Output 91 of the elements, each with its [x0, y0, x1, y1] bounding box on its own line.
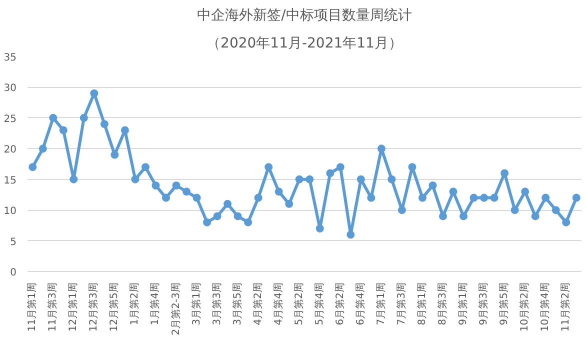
point	[234, 212, 242, 220]
line-series	[28, 89, 580, 239]
x-tick-label: 9月第5周	[498, 282, 510, 326]
x-tick-label: 6月第4周	[354, 282, 366, 326]
x-tick-label: 3月第5周	[231, 282, 244, 326]
x-tick-label: 8月第3周	[436, 282, 448, 326]
x-tick-label: 7月第3周	[395, 282, 408, 326]
y-tick-label: 30	[4, 83, 17, 94]
chart-subtitle: （2020年11月-2021年11月）	[206, 36, 402, 52]
point	[306, 175, 314, 184]
x-tick-label: 1月第2周	[128, 282, 141, 326]
point	[388, 175, 396, 184]
x-tick-label: 5月第4周	[313, 282, 326, 326]
point	[562, 218, 570, 226]
x-tick-label: 5月第2周	[292, 282, 305, 326]
y-tick-label: 10	[4, 206, 17, 218]
point	[110, 150, 119, 159]
x-tick-label: 9月第1周	[457, 282, 470, 326]
x-tick-label: 10月第4周	[539, 282, 552, 332]
point	[70, 175, 78, 184]
x-tick-label: 10月第2周	[518, 282, 531, 332]
point	[192, 194, 201, 202]
point	[398, 206, 406, 214]
x-tick-label: 1月第4周	[149, 282, 162, 326]
x-tick-label: 12月第5周	[108, 282, 120, 332]
point	[408, 163, 416, 172]
x-tick-label: 2月第2-3周	[170, 282, 182, 336]
point	[295, 175, 304, 184]
point	[460, 212, 468, 220]
point	[356, 175, 365, 184]
point	[59, 126, 68, 134]
x-tick-label: 4月第2周	[252, 282, 264, 326]
point	[542, 194, 550, 202]
x-tick-label: 6月第2周	[334, 282, 346, 326]
chart-title: 中企海外新签/中标项目数量周统计	[197, 8, 412, 24]
point	[336, 163, 344, 172]
y-tick-label: 15	[4, 175, 17, 186]
x-tick-label: 12月第3周	[88, 282, 100, 332]
point	[418, 194, 426, 202]
x-tick-label: 11月第3周	[46, 282, 59, 332]
point	[131, 175, 140, 184]
point	[38, 144, 47, 153]
point	[80, 114, 88, 122]
point	[203, 218, 212, 226]
x-tick-label: 12月第1周	[67, 282, 80, 332]
x-tick-label: 11月第2周	[560, 282, 572, 332]
y-tick-label: 35	[4, 52, 17, 64]
y-tick-label: 20	[4, 144, 17, 156]
point	[316, 224, 324, 232]
point	[28, 163, 37, 172]
x-tick-label: 11月第1周	[26, 282, 38, 332]
x-tick-label: 3月第3周	[210, 282, 223, 326]
point	[428, 182, 437, 190]
x-tick-label: 7月第1周	[374, 282, 387, 326]
point	[90, 89, 98, 98]
point	[141, 163, 150, 172]
point	[274, 188, 283, 196]
point	[100, 120, 108, 128]
point	[162, 194, 170, 202]
point	[531, 212, 540, 220]
x-tick-label: 4月第4周	[272, 282, 284, 326]
point	[120, 126, 129, 134]
point	[490, 194, 498, 202]
point	[500, 169, 509, 178]
y-tick-label: 5	[10, 236, 17, 248]
point	[572, 194, 580, 202]
point	[552, 206, 560, 214]
point	[480, 194, 488, 202]
point	[367, 194, 376, 202]
x-tick-label: 9月第3周	[478, 282, 490, 326]
point	[346, 230, 355, 239]
point	[439, 212, 447, 220]
point	[470, 194, 478, 202]
point	[213, 212, 222, 220]
y-tick-label: 25	[4, 114, 17, 125]
point	[224, 200, 232, 208]
point	[152, 182, 160, 190]
x-tick-label: 3月第1周	[190, 282, 202, 326]
point	[172, 182, 180, 190]
y-tick-label: 0	[10, 268, 17, 278]
point	[326, 169, 334, 178]
point	[377, 144, 386, 153]
point	[510, 206, 519, 214]
x-tick-label: 8月第1周	[416, 282, 428, 326]
point	[244, 218, 252, 226]
point	[254, 194, 262, 202]
point	[49, 114, 58, 122]
point	[521, 188, 530, 196]
point	[285, 200, 294, 208]
point	[182, 188, 191, 196]
point	[449, 188, 458, 196]
